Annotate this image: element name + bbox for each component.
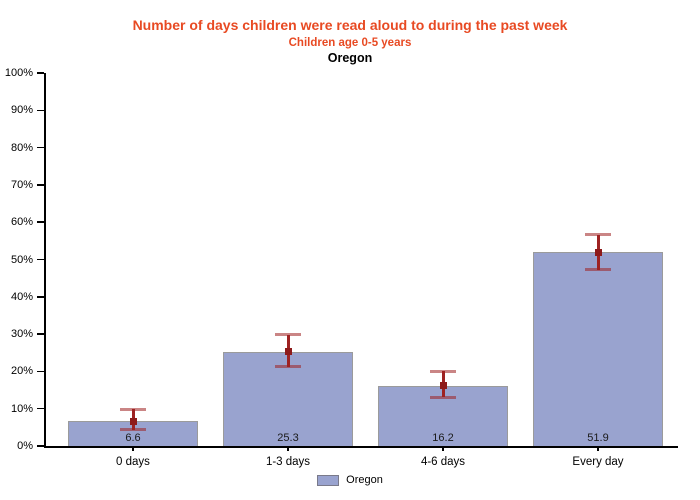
- y-axis-tick: [37, 296, 44, 298]
- x-axis-category-label: 0 days: [116, 456, 150, 468]
- x-axis-tick: [442, 446, 444, 451]
- x-axis-category-label: Every day: [572, 456, 624, 468]
- chart-region-title: Oregon: [327, 51, 373, 65]
- y-axis-tick: [37, 146, 44, 149]
- legend: Oregon: [0, 474, 700, 486]
- legend-swatch: [317, 474, 340, 486]
- bar-every-day: 51.9: [533, 252, 663, 446]
- x-axis-tick: [597, 446, 599, 451]
- y-axis-label: 20%: [10, 365, 33, 378]
- bar-value-label: 25.3: [277, 432, 299, 444]
- y-axis-label: 40%: [10, 290, 33, 303]
- y-axis-tick: [37, 407, 44, 410]
- error-bar-cap-top: [120, 407, 146, 411]
- y-axis-tick: [37, 333, 44, 335]
- x-axis-tick: [287, 446, 289, 451]
- chart-title: Number of days children were read aloud …: [132, 17, 568, 33]
- error-bar-cap-bottom: [120, 428, 146, 432]
- error-bar-cap-bottom: [430, 395, 456, 399]
- y-axis-label: 70%: [10, 178, 33, 191]
- x-axis-category-label: 1-3 days: [265, 456, 311, 468]
- y-axis-tick: [37, 72, 44, 74]
- y-axis-label: 80%: [10, 141, 33, 154]
- error-bar-cap-top: [585, 233, 611, 237]
- y-axis-label: 60%: [10, 216, 33, 229]
- x-axis-tick: [132, 446, 134, 451]
- y-axis-label: 50%: [10, 253, 33, 266]
- bar-value-label: 6.6: [125, 432, 141, 444]
- y-axis-label: 100%: [4, 67, 33, 79]
- y-axis-tick: [37, 258, 44, 261]
- legend-label: Oregon: [346, 474, 383, 486]
- y-axis-label: 90%: [10, 104, 33, 117]
- y-axis-tick: [37, 445, 44, 447]
- chart-subtitle: Children age 0-5 years: [288, 37, 412, 49]
- error-bar-cap-top: [430, 369, 456, 373]
- error-bar-marker: [594, 248, 602, 256]
- y-axis-tick: [37, 109, 44, 112]
- bar-value-label: 16.2: [432, 432, 454, 444]
- y-axis-tick: [37, 221, 44, 223]
- y-axis-label: 10%: [10, 402, 33, 415]
- y-axis-tick: [37, 370, 44, 373]
- x-axis-category-label: 4-6 days: [420, 456, 466, 468]
- plot-area: 0% 10% 20% 30% 40% 50% 60% 70% 80% 90% 100% 6.6 0 da…: [5, 67, 678, 468]
- error-bar-cap-top: [275, 333, 301, 337]
- y-axis-tick: [37, 184, 44, 186]
- y-axis-label: 0%: [17, 440, 33, 452]
- error-bar-cap-bottom: [585, 268, 611, 272]
- error-bar-marker: [439, 382, 447, 390]
- bar-value-label: 51.9: [587, 432, 609, 444]
- bar-1-3-days: 25.3: [223, 351, 353, 446]
- error-bar-marker: [129, 417, 137, 425]
- error-bar-cap-bottom: [275, 365, 301, 369]
- error-bar-marker: [284, 348, 292, 356]
- y-axis-label: 30%: [10, 328, 33, 341]
